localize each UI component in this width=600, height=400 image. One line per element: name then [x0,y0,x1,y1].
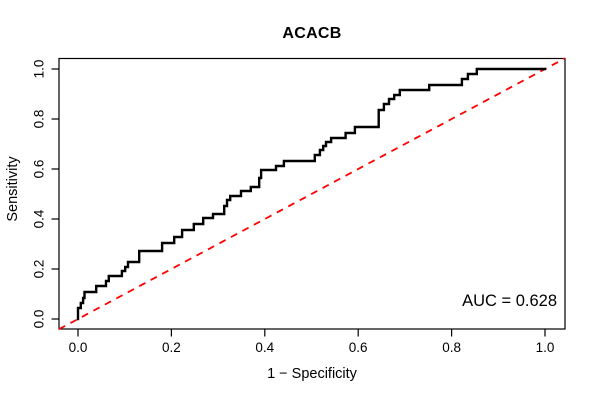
y-tick-label: 0.8 [31,109,47,129]
y-tick-label: 1.0 [31,59,47,79]
y-tick-label: 0.4 [31,209,47,229]
y-tick-label: 0.2 [31,259,47,279]
x-tick-label: 0.8 [442,340,461,355]
y-axis-label: Sensitivity [5,156,21,222]
x-axis-label: 1 − Specificity [267,366,357,382]
y-tick-label: 0.0 [31,309,47,329]
x-tick-label: 0.6 [348,340,368,355]
plot-title: ACACB [282,25,342,42]
auc-annotation: AUC = 0.628 [462,292,557,310]
roc-curve-line [76,67,547,321]
x-tick-label: 0.2 [162,340,181,355]
chance-diagonal-line [58,57,566,330]
x-tick-label: 0.0 [68,340,88,355]
x-tick-label: 0.4 [255,340,275,355]
y-tick-label: 0.6 [31,159,47,179]
plot-box-border [58,57,566,330]
x-tick-label: 1.0 [535,340,555,355]
